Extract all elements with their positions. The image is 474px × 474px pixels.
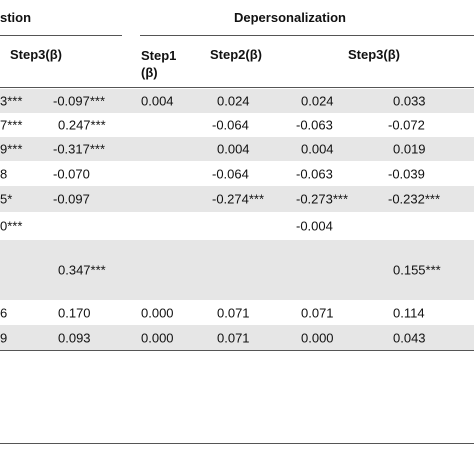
group-header: Depersonalization: [234, 10, 346, 25]
table-cell: 0.000: [141, 305, 174, 320]
column-header: Step2(β): [210, 47, 262, 62]
column-header: Step3(β): [348, 47, 400, 62]
rule: [0, 443, 474, 444]
table-cell: 9***: [0, 141, 23, 157]
table-cell: 0.000: [301, 330, 334, 345]
table-row: 0.347*** 0.155***: [0, 240, 474, 300]
table-cell: -0.274***: [212, 191, 265, 207]
table-cell: -0.072: [388, 117, 425, 133]
table-cell: 5*: [0, 191, 13, 207]
table-cell: 0.071: [217, 305, 250, 320]
table-row: 9*** -0.317*** 0.004 0.004 0.019: [0, 137, 474, 161]
table-cell: -0.097: [53, 191, 90, 207]
table-cell: -0.097***: [53, 93, 106, 109]
table-row: 5* -0.097 -0.274*** -0.273*** -0.232***: [0, 186, 474, 212]
table-cell: 0.247***: [58, 117, 106, 133]
table-cell: -0.273***: [296, 191, 349, 207]
table-cell: -0.064: [212, 166, 249, 181]
column-header: Step3(β): [10, 47, 62, 62]
table-cell: 6: [0, 305, 8, 320]
column-header: Step1 (β): [141, 48, 177, 80]
table-cell: -0.063: [296, 166, 333, 181]
table-cell: 0.114: [393, 305, 425, 320]
table-cell: 0.347***: [58, 262, 106, 278]
table-cell: 0.019: [393, 141, 426, 157]
table-cell: -0.232***: [388, 191, 441, 207]
table-row: 0*** -0.004: [0, 212, 474, 240]
table-cell: 0.024: [301, 93, 334, 109]
table-row: 9 0.093 0.000 0.071 0.000 0.043: [0, 325, 474, 350]
table-cell: -0.004: [296, 218, 333, 234]
table-row: 6 0.170 0.000 0.071 0.071 0.114: [0, 300, 474, 325]
rule: [140, 35, 474, 36]
table-cell: 9: [0, 330, 8, 345]
table-cell: 0.071: [217, 330, 250, 345]
rule: [0, 35, 122, 36]
table-cell: 0.170: [58, 305, 91, 320]
table-cell: -0.317***: [53, 141, 106, 157]
table-cell: 0.155***: [393, 262, 441, 278]
table-cell: 0.004: [301, 141, 334, 157]
table-cell: 0.024: [217, 93, 250, 109]
table-cell: 0.004: [217, 141, 250, 157]
table-cell: 3***: [0, 93, 23, 109]
table-cell: -0.070: [53, 166, 90, 181]
table-row: 8 -0.070 -0.064 -0.063 -0.039: [0, 161, 474, 186]
table-cell: 0***: [0, 218, 23, 234]
table-row: 3*** -0.097*** 0.004 0.024 0.024 0.033: [0, 89, 474, 113]
table-cell: 0.093: [58, 330, 91, 345]
table-cell: -0.039: [388, 166, 425, 181]
table-cell: 0.004: [141, 93, 174, 109]
table-cell: 0.071: [301, 305, 334, 320]
table-cell: 8: [0, 166, 8, 181]
table-cell: 0.000: [141, 330, 174, 345]
rule: [0, 87, 474, 88]
table-row: 7*** 0.247*** -0.064 -0.063 -0.072: [0, 113, 474, 137]
table-cell: 7***: [0, 117, 23, 133]
table-cell: 0.033: [393, 93, 426, 109]
table-cell: -0.063: [296, 117, 333, 133]
group-header: stion: [0, 10, 32, 25]
table-cell: -0.064: [212, 117, 249, 133]
rule: [0, 350, 474, 351]
table-cell: 0.043: [393, 330, 426, 345]
